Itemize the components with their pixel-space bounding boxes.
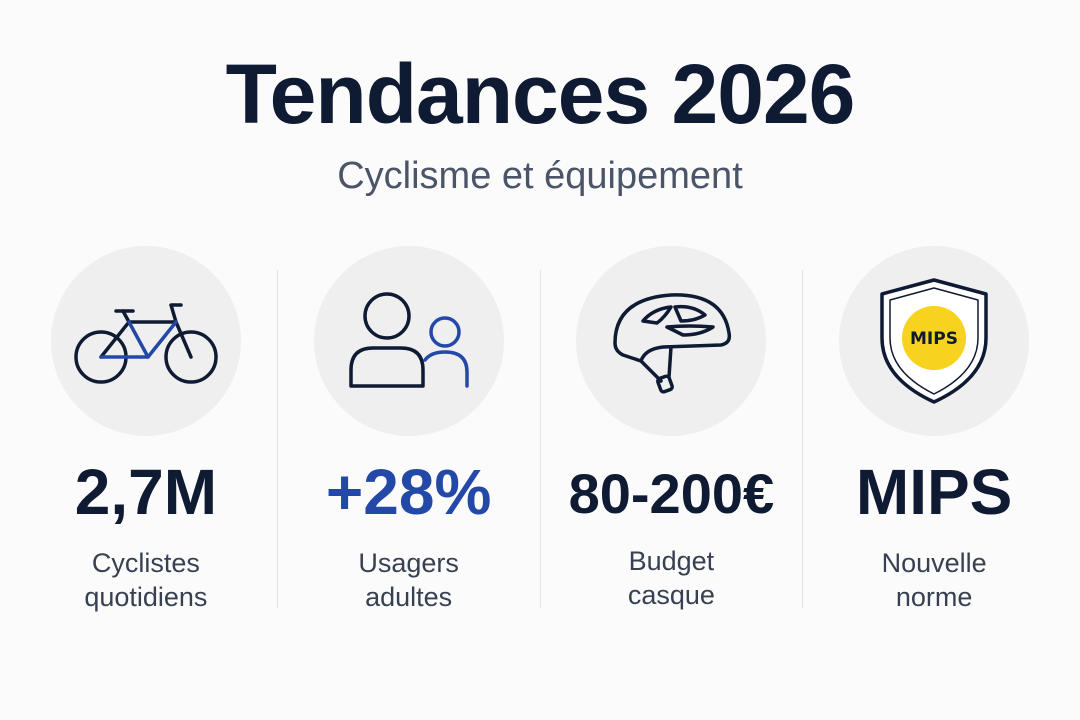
stat-mips-standard: MIPS MIPS Nouvelle norme	[803, 240, 1065, 620]
stats-row: 2,7M Cyclistes quotidiens +28% Usagers	[15, 240, 1065, 620]
stat-value: MIPS	[856, 460, 1012, 524]
stat-label: Budget casque	[561, 544, 781, 612]
bicycle-icon	[71, 291, 221, 391]
stat-daily-cyclists: 2,7M Cyclistes quotidiens	[15, 240, 277, 620]
stat-label: Cyclistes quotidiens	[36, 546, 256, 614]
stat-adult-users: +28% Usagers adultes	[278, 240, 540, 620]
mips-badge-text: MIPS	[910, 329, 958, 349]
stat-value: 80-200€	[569, 466, 775, 522]
page-subtitle: Cyclisme et équipement	[0, 157, 1080, 195]
stat-value: 2,7M	[75, 460, 217, 524]
helmet-icon	[601, 281, 741, 401]
icon-circle	[314, 246, 504, 436]
stat-helmet-budget: 80-200€ Budget casque	[541, 240, 803, 620]
icon-circle: MIPS	[839, 246, 1029, 436]
stat-label: Nouvelle norme	[824, 546, 1044, 614]
mips-shield-icon: MIPS	[874, 274, 994, 408]
page-title: Tendances 2026	[0, 52, 1080, 136]
stat-value: +28%	[326, 460, 491, 524]
users-icon	[339, 286, 479, 396]
icon-circle	[51, 246, 241, 436]
icon-circle	[576, 246, 766, 436]
stat-label: Usagers adultes	[299, 546, 519, 614]
